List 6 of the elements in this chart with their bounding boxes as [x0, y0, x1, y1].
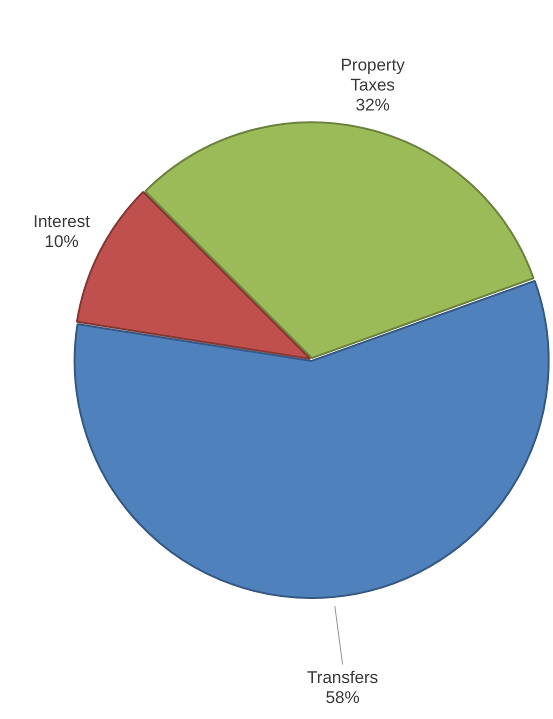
- slice-label: Interest: [33, 212, 90, 231]
- slice-label: Property Taxes: [340, 55, 406, 94]
- slice-label: Transfers: [307, 668, 378, 688]
- data-label: 32%: [356, 95, 390, 114]
- data-label: 58%: [326, 688, 360, 708]
- data-label: 10%: [44, 232, 79, 251]
